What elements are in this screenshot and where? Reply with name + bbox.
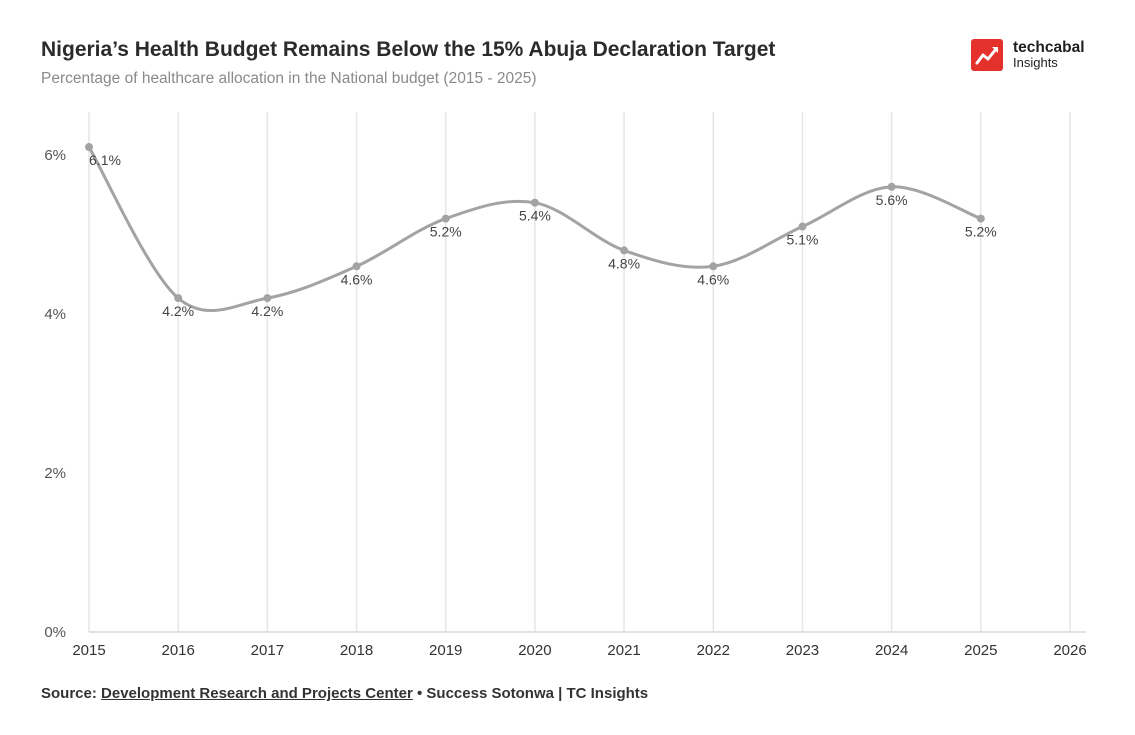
x-tick-label: 2026 <box>1053 642 1086 659</box>
data-label: 4.2% <box>251 303 283 319</box>
data-point <box>709 262 718 271</box>
chart-title: Nigeria’s Health Budget Remains Below th… <box>41 38 776 61</box>
data-label: 4.2% <box>162 303 194 319</box>
x-tick-label: 2023 <box>786 642 819 659</box>
source-credit: • Success Sotonwa | TC Insights <box>416 685 649 702</box>
y-tick-label: 4% <box>44 306 66 323</box>
x-tick-label: 2019 <box>429 642 462 659</box>
series-line <box>87 146 982 313</box>
data-point <box>976 214 985 223</box>
x-tick-label: 2018 <box>340 642 373 659</box>
brand-name: techcabal <box>1013 39 1085 57</box>
data-label: 5.6% <box>876 192 908 208</box>
data-label: 4.6% <box>341 271 373 287</box>
data-point <box>441 214 450 223</box>
data-label: 6.1% <box>89 152 121 168</box>
data-point <box>530 198 539 207</box>
data-point <box>174 294 183 303</box>
source-footer: Source: Development Research and Project… <box>41 685 648 702</box>
x-tick-label: 2020 <box>518 642 551 659</box>
data-label: 5.2% <box>430 224 462 240</box>
data-point <box>620 246 629 255</box>
y-tick-label: 6% <box>44 147 66 164</box>
data-point <box>887 182 896 191</box>
trend-arrow-icon <box>971 39 1003 71</box>
data-label: 4.6% <box>697 271 729 287</box>
chart-subtitle: Percentage of healthcare allocation in t… <box>41 70 537 87</box>
data-point <box>798 222 807 231</box>
y-tick-label: 0% <box>44 624 66 641</box>
x-tick-label: 2015 <box>72 642 105 659</box>
data-point <box>263 294 272 303</box>
x-tick-label: 2021 <box>607 642 640 659</box>
data-point <box>85 143 93 152</box>
data-label: 5.1% <box>786 232 818 248</box>
data-label: 4.8% <box>608 255 640 271</box>
x-tick-label: 2017 <box>251 642 284 659</box>
x-tick-label: 2025 <box>964 642 997 659</box>
brand-logo: techcabal Insights <box>971 39 1085 71</box>
source-link[interactable]: Development Research and Projects Center <box>101 685 413 702</box>
x-tick-label: 2022 <box>697 642 730 659</box>
y-tick-label: 2% <box>44 465 66 482</box>
data-label: 5.2% <box>965 224 997 240</box>
data-label: 5.4% <box>519 208 551 224</box>
brand-subtitle: Insights <box>1013 55 1058 71</box>
x-tick-label: 2024 <box>875 642 908 659</box>
data-point <box>352 262 361 271</box>
x-tick-label: 2016 <box>161 642 194 659</box>
source-label: Source: <box>41 685 97 702</box>
